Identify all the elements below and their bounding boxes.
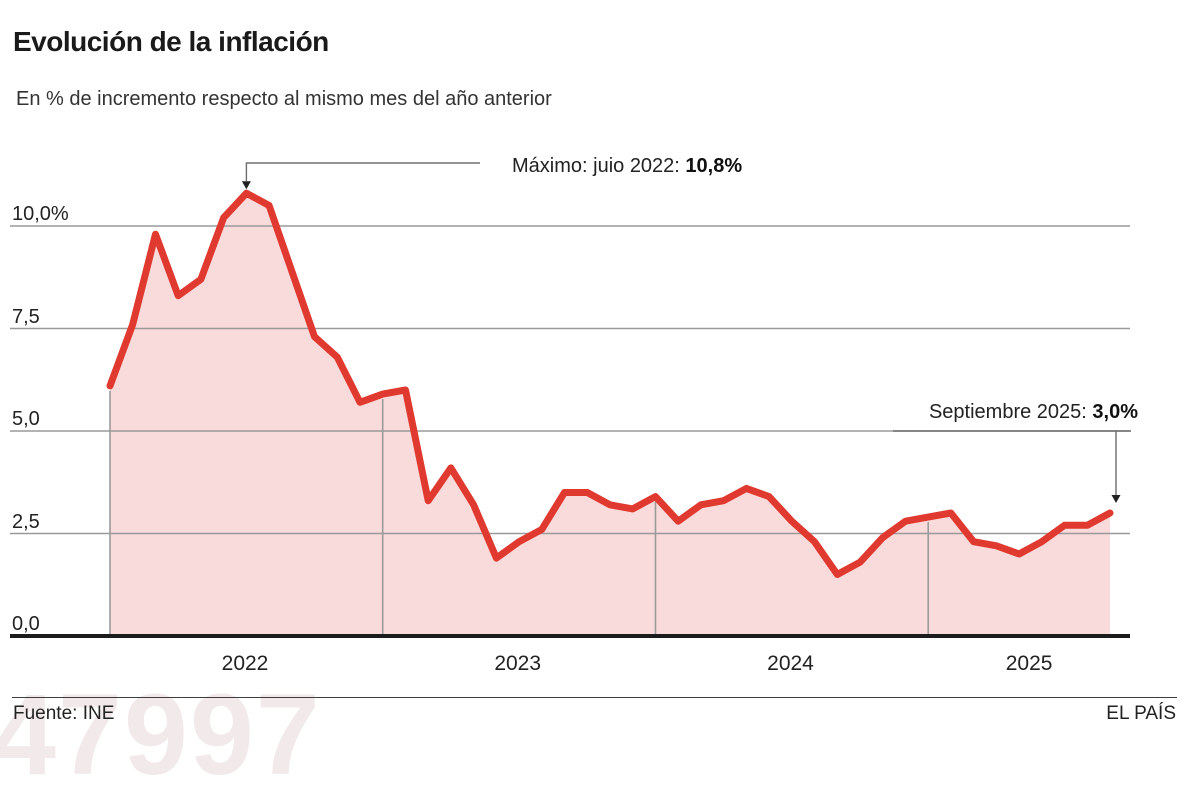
annotation-max-text: Máximo: juio 2022:	[512, 155, 686, 177]
page-subtitle: En % de incremento respecto al mismo mes…	[16, 88, 552, 110]
y-tick-label: 10,0%	[12, 203, 69, 225]
footer-divider	[12, 697, 1177, 698]
y-tick-label: 0,0	[12, 613, 40, 635]
inflation-line-chart	[10, 162, 1131, 638]
x-tick-label-2025: 2025	[1005, 652, 1053, 675]
y-tick-label: 2,5	[12, 510, 40, 533]
annotation-latest-value: 3,0%	[1092, 401, 1138, 423]
latest-callout-line	[893, 430, 1131, 495]
x-tick-label-2022: 2022	[221, 652, 269, 675]
annotation-max-value: 10,8%	[685, 155, 743, 177]
x-tick-label-2023: 2023	[494, 652, 542, 675]
inflation-line	[106, 189, 1114, 578]
annotation-latest-text: Septiembre 2025:	[928, 401, 1093, 423]
x-tick-label-2024: 2024	[767, 652, 814, 675]
latest-callout-arrow-icon	[1111, 495, 1121, 503]
source-credit: Fuente: INE	[13, 703, 115, 724]
page-title: Evolución de la inflación	[13, 26, 329, 57]
max-callout-arrow-icon	[241, 181, 251, 190]
max-callout-line	[245, 162, 480, 182]
inflation-area-fill	[110, 193, 1110, 636]
inflation-chart-page: { "chart_data": { "type": "area", "title…	[0, 26, 1177, 793]
y-tick-label: 5,0	[12, 408, 40, 430]
y-tick-label: 7,5	[12, 305, 40, 328]
brand-credit: EL PAÍS	[1106, 703, 1176, 724]
annotation-max: Máximo: juio 2022: 10,8%	[512, 155, 742, 178]
annotation-latest: Septiembre 2025: 3,0%	[929, 401, 1138, 424]
